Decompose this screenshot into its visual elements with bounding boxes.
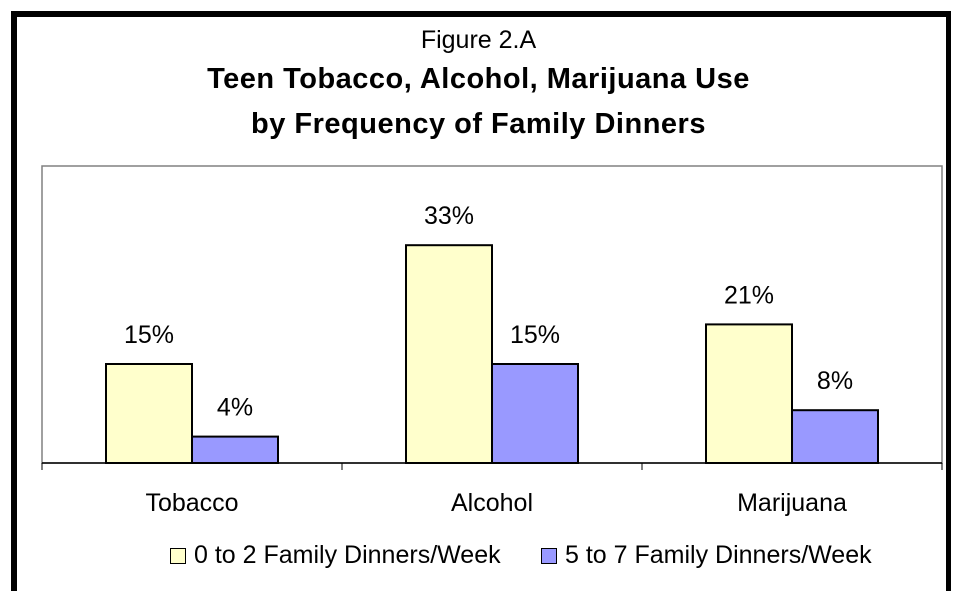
bar-marijuana-series-1 [791, 409, 879, 465]
figure-frame [11, 11, 951, 591]
legend-label-series-1: 5 to 7 Family Dinners/Week [565, 541, 872, 569]
category-label-marijuana: Marijuana [737, 489, 847, 517]
bar-alcohol-series-1 [491, 363, 579, 464]
data-label-alcohol-series-0: 33% [424, 202, 474, 230]
category-label-tobacco: Tobacco [145, 489, 238, 517]
chart-title-line-1: Teen Tobacco, Alcohol, Marijuana Use [207, 63, 750, 95]
bar-tobacco-series-0 [105, 363, 193, 464]
data-label-marijuana-series-1: 8% [817, 367, 853, 395]
legend-swatch-series-0 [170, 547, 186, 564]
bar-tobacco-series-1 [191, 435, 279, 465]
data-label-tobacco-series-0: 15% [124, 321, 174, 349]
legend-label-series-0: 0 to 2 Family Dinners/Week [194, 541, 501, 569]
data-label-marijuana-series-0: 21% [724, 281, 774, 309]
bar-marijuana-series-0 [705, 323, 793, 464]
figure-label: Figure 2.A [420, 26, 537, 54]
legend-item-series-0: 0 to 2 Family Dinners/Week [170, 541, 501, 570]
data-label-alcohol-series-1: 15% [510, 321, 560, 349]
data-label-tobacco-series-1: 4% [217, 394, 253, 422]
category-label-alcohol: Alcohol [451, 489, 533, 517]
legend: 0 to 2 Family Dinners/Week 5 to 7 Family… [0, 541, 957, 575]
legend-swatch-series-1 [541, 547, 557, 564]
bar-alcohol-series-0 [405, 244, 493, 464]
legend-item-series-1: 5 to 7 Family Dinners/Week [541, 541, 872, 570]
chart-title-line-2: by Frequency of Family Dinners [251, 108, 706, 140]
